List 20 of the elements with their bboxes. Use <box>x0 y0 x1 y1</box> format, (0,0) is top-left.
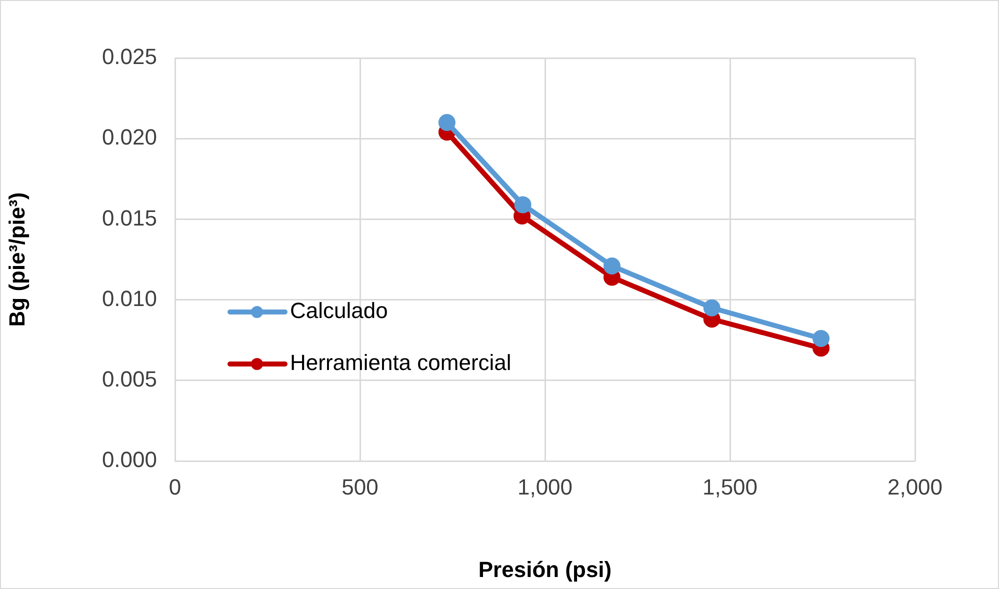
point <box>514 196 532 214</box>
y-tick-label: 0.015 <box>102 205 157 230</box>
y-tick-label: 0.005 <box>102 366 157 392</box>
legend-label: Herramienta comercial <box>290 350 512 376</box>
y-axis-title: Bg (pie³/pie³) <box>4 192 30 327</box>
y-tick-label: 0.020 <box>102 124 157 150</box>
point <box>603 257 620 274</box>
x-axis-title: Presión (psi) <box>478 556 612 582</box>
x-tick-label: 500 <box>342 474 378 500</box>
x-tick-label: 1,000 <box>517 474 573 500</box>
point <box>703 299 720 316</box>
y-tick-label: 0.000 <box>102 447 157 472</box>
point <box>438 114 456 131</box>
y-tick-label: 0.025 <box>102 44 157 70</box>
x-tick-label: 1,500 <box>702 474 758 500</box>
point <box>812 330 830 347</box>
y-tick-label: 0.010 <box>102 286 157 311</box>
legend-label: Calculado <box>290 298 388 324</box>
x-tick-label: 2,000 <box>887 474 943 500</box>
x-tick-label: 0 <box>168 474 182 500</box>
